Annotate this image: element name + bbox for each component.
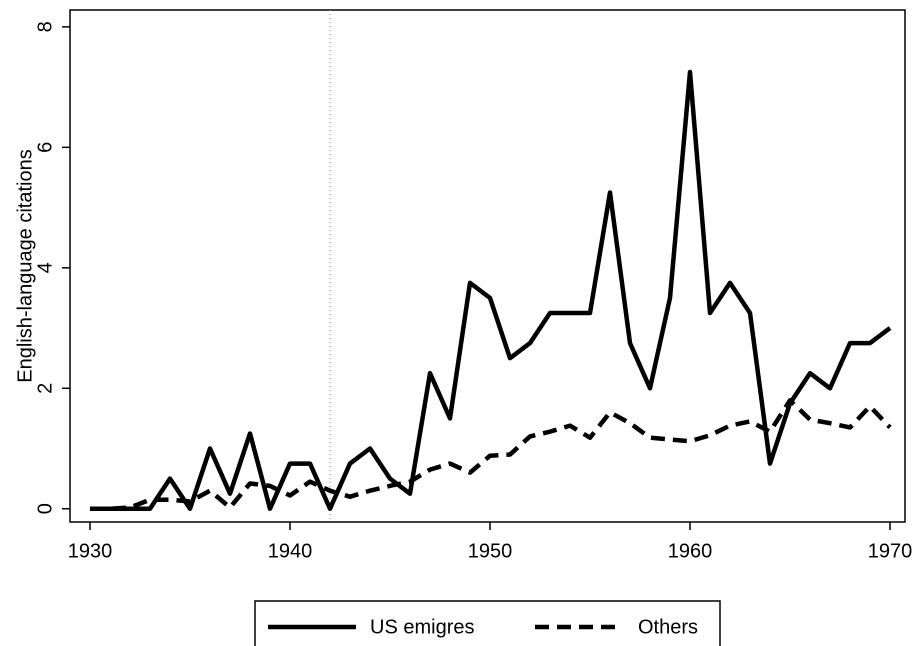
y-tick-label: 0 bbox=[34, 503, 56, 514]
y-tick-label: 2 bbox=[34, 383, 56, 394]
y-axis-label: English-language citations bbox=[14, 149, 36, 383]
x-tick-label: 1930 bbox=[68, 540, 113, 562]
x-tick-label: 1950 bbox=[468, 540, 513, 562]
series-line bbox=[90, 398, 892, 511]
x-tick-label: 1960 bbox=[668, 540, 713, 562]
x-tick-label: 1970 bbox=[868, 540, 913, 562]
series-line bbox=[90, 69, 892, 511]
legend-box bbox=[254, 600, 721, 646]
y-tick-label: 8 bbox=[34, 21, 56, 32]
plot-frame bbox=[69, 9, 906, 523]
y-tick-label: 4 bbox=[34, 262, 56, 273]
legend-label: Others bbox=[638, 616, 698, 638]
x-tick-label: 1940 bbox=[268, 540, 313, 562]
legend-label: US emigres bbox=[370, 616, 474, 638]
y-tick-label: 6 bbox=[34, 142, 56, 153]
